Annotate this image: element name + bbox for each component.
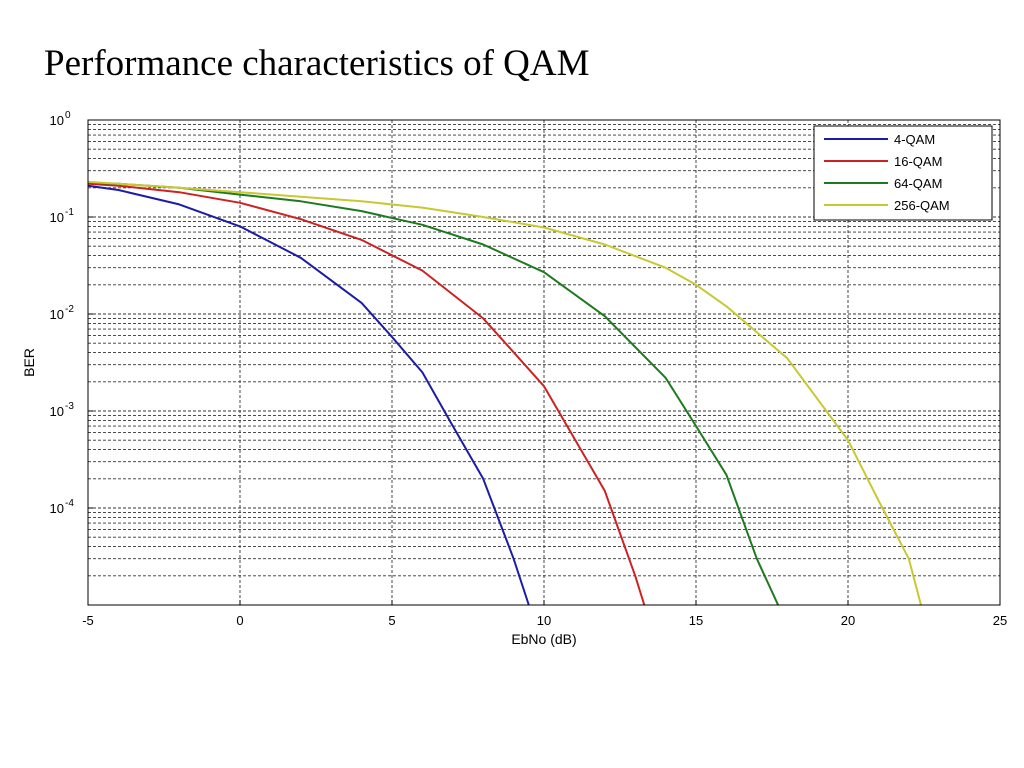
x-tick-label: 0 bbox=[236, 613, 243, 628]
y-tick-label: 10 bbox=[50, 113, 64, 128]
y-tick-label: 10 bbox=[50, 501, 64, 516]
y-axis-label: BER bbox=[21, 348, 37, 377]
series-line-256-qam bbox=[87, 180, 922, 606]
y-tick-exponent: 0 bbox=[65, 110, 71, 121]
x-tick: 0 bbox=[236, 600, 244, 628]
x-tick: 5 bbox=[388, 600, 396, 628]
y-tick-exponent: -2 bbox=[65, 304, 74, 315]
legend-label: 4-QAM bbox=[894, 132, 935, 147]
x-tick-label: 15 bbox=[689, 613, 703, 628]
y-tick: 10 -1 bbox=[50, 207, 93, 225]
y-tick: 10 0 bbox=[50, 110, 93, 128]
x-tick-label: 5 bbox=[388, 613, 395, 628]
x-tick-label: 10 bbox=[537, 613, 551, 628]
x-tick-label: 20 bbox=[841, 613, 855, 628]
series-line-16-qam bbox=[87, 182, 646, 606]
y-tick: 10 -3 bbox=[50, 401, 93, 419]
y-tick-label: 10 bbox=[50, 307, 64, 322]
y-tick-label: 10 bbox=[50, 404, 64, 419]
y-tick-exponent: -4 bbox=[65, 498, 74, 509]
x-tick: 10 bbox=[537, 600, 551, 628]
legend-item: 64-QAM bbox=[824, 176, 942, 191]
grid-lines bbox=[88, 120, 1000, 606]
legend-item: 4-QAM bbox=[824, 132, 935, 147]
slide-title: Performance characteristics of QAM bbox=[44, 43, 590, 84]
legend-label: 64-QAM bbox=[894, 176, 942, 191]
x-tick-label: 25 bbox=[993, 613, 1007, 628]
legend-label: 16-QAM bbox=[894, 154, 942, 169]
legend-box bbox=[813, 125, 993, 221]
y-tick-label: 10 bbox=[50, 210, 64, 225]
legend: 4-QAM 16-QAM 64-QAM 256-QAM bbox=[813, 125, 993, 221]
x-tick: 15 bbox=[689, 600, 703, 628]
legend-label: 256-QAM bbox=[894, 198, 950, 213]
series-line-4-qam bbox=[87, 184, 530, 606]
y-tick-exponent: -3 bbox=[65, 401, 74, 412]
y-tick: 10 -2 bbox=[50, 304, 93, 322]
x-tick: 20 bbox=[841, 600, 855, 628]
x-tick: -5 bbox=[82, 600, 94, 628]
y-tick: 10 -4 bbox=[50, 498, 93, 516]
series-layer bbox=[87, 180, 922, 606]
x-tick: 25 bbox=[993, 600, 1007, 628]
y-tick-exponent: -1 bbox=[65, 207, 74, 218]
x-axis-ticks: -5 0 5 10 15 20 25 bbox=[82, 600, 1007, 628]
x-axis-label: EbNo (dB) bbox=[511, 631, 576, 647]
legend-item: 256-QAM bbox=[824, 198, 950, 213]
x-tick-label: -5 bbox=[82, 613, 94, 628]
legend-item: 16-QAM bbox=[824, 154, 942, 169]
